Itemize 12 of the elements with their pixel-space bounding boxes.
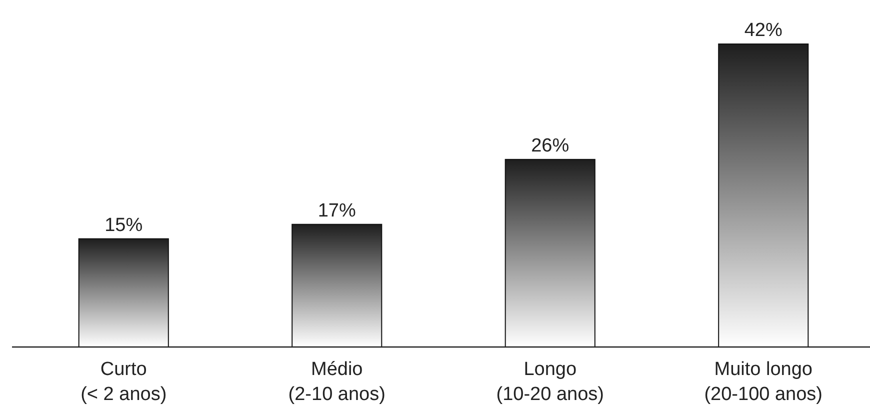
data-label: 42% [744, 20, 782, 41]
bar [78, 238, 169, 348]
bar [718, 44, 809, 348]
bar [504, 158, 596, 348]
bar [292, 224, 382, 348]
data-label: 17% [318, 200, 356, 222]
x-tick-label: Muito longo (20-100 anos) [704, 359, 823, 405]
data-label: 26% [531, 135, 570, 156]
x-tick-label: Médio (2-10 anos) [288, 359, 386, 405]
x-tick-label: Curto (< 2 anos) [80, 359, 167, 405]
x-tick-label: Longo (10-20 anos) [496, 359, 604, 405]
data-label: 15% [104, 214, 143, 236]
